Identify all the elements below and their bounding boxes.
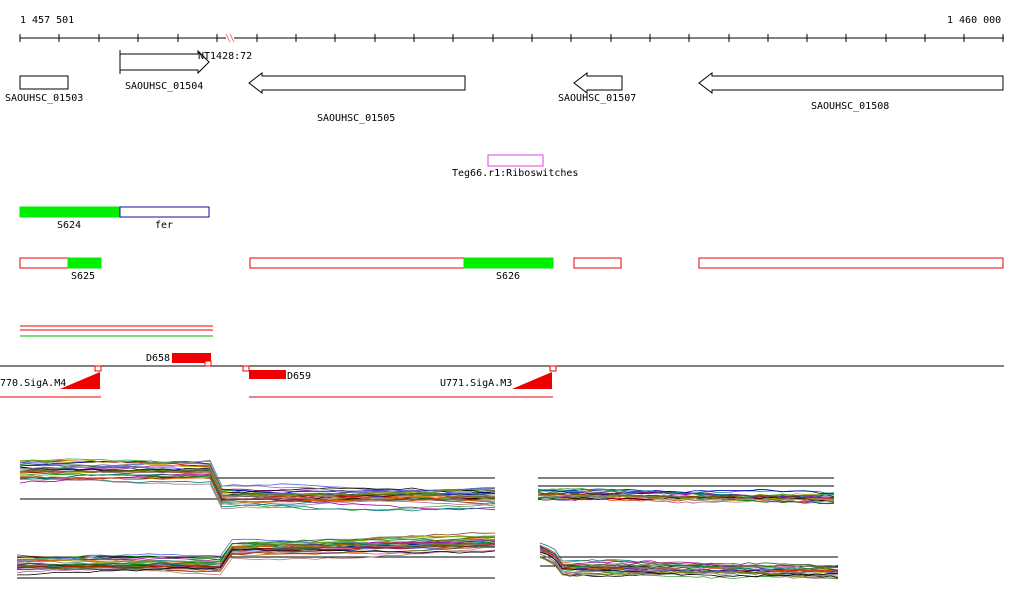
gene-arrow-01504[interactable] xyxy=(119,49,210,75)
segment-label-fer: fer xyxy=(155,220,173,231)
ruler-break-marker xyxy=(225,33,235,43)
expression-trace xyxy=(17,535,496,566)
expression-trace xyxy=(19,458,496,496)
promoter-u771-triangle[interactable] xyxy=(512,372,552,389)
gene-label-01508: SAOUHSC_01508 xyxy=(811,101,889,112)
promoter-u770-triangle[interactable] xyxy=(60,372,100,389)
ruler-start-label: 1 457 501 xyxy=(20,15,74,26)
ruler-end-label: 1 460 000 xyxy=(947,15,1001,26)
expression-plot-top-left xyxy=(19,458,496,512)
segment-track-2: S625 S626 xyxy=(19,257,1004,282)
feature-label-d658: D658 xyxy=(146,353,170,364)
segment-box-c[interactable] xyxy=(573,257,622,269)
gene-arrow-01505[interactable] xyxy=(248,71,466,95)
segment-box-b[interactable] xyxy=(249,257,465,269)
gene-track: SAOUHSC_01503 NT1428:72 SAOUHSC_01504 SA… xyxy=(5,49,1004,124)
expression-trace xyxy=(16,544,496,569)
promoter-label-u771: U771.SigA.M3 xyxy=(440,378,512,389)
expression-trace xyxy=(19,475,496,505)
segment-s626[interactable] xyxy=(463,257,554,269)
gene-label-01505: SAOUHSC_01505 xyxy=(317,113,395,124)
thin-line-track xyxy=(20,325,213,337)
feature-track: D658 D659 U770.SigA.M4 U771.SigA.M3 xyxy=(0,353,1004,398)
segment-label-s626: S626 xyxy=(496,271,520,282)
segment-s625[interactable] xyxy=(67,257,102,269)
segment-label-s625: S625 xyxy=(71,271,95,282)
ruler-ticks xyxy=(19,34,1004,42)
expression-trace xyxy=(539,548,839,571)
riboswitch-box[interactable] xyxy=(487,154,544,167)
expression-trace xyxy=(19,469,496,498)
feature-d658[interactable] xyxy=(172,353,211,363)
expression-trace xyxy=(537,491,835,498)
expression-trace xyxy=(537,493,835,499)
expression-trace xyxy=(539,544,839,571)
riboswitch-label: Teg66.r1:Riboswitches xyxy=(452,168,578,179)
expression-trace xyxy=(539,544,839,569)
expression-trace xyxy=(539,546,839,570)
gene-arrow-01508[interactable] xyxy=(698,71,1004,95)
expression-profiles xyxy=(16,458,839,580)
expression-plot-bottom-right xyxy=(539,542,839,580)
expression-trace xyxy=(16,538,496,566)
expression-trace xyxy=(19,470,495,499)
gene-label-01503: SAOUHSC_01503 xyxy=(5,93,83,104)
feature-label-d659: D659 xyxy=(287,371,311,382)
expression-trace xyxy=(19,473,496,512)
promoter-u771-marker xyxy=(549,365,557,372)
segment-label-s624: S624 xyxy=(57,220,81,231)
gene-box-01503[interactable] xyxy=(19,75,69,90)
expression-trace xyxy=(19,473,496,507)
segment-fer[interactable] xyxy=(119,206,210,218)
expression-trace xyxy=(16,544,496,569)
expression-trace xyxy=(16,535,496,566)
gene-label-01504: SAOUHSC_01504 xyxy=(125,81,203,92)
expression-plot-bottom-left xyxy=(16,532,496,579)
expression-trace xyxy=(17,548,496,576)
expression-trace xyxy=(19,466,496,494)
segment-box-d[interactable] xyxy=(698,257,1004,269)
expression-trace xyxy=(537,488,835,495)
expression-trace xyxy=(539,542,839,571)
segment-box-a[interactable] xyxy=(19,257,69,269)
gene-label-01507: SAOUHSC_01507 xyxy=(558,93,636,104)
feature-d659[interactable] xyxy=(249,370,286,379)
segment-s624[interactable] xyxy=(19,206,121,218)
expression-trace xyxy=(539,550,838,575)
riboswitch-track: Teg66.r1:Riboswitches xyxy=(452,154,578,179)
expression-trace xyxy=(539,553,838,576)
feature-d659-marker xyxy=(242,365,250,372)
segment-track-1: S624 fer xyxy=(19,206,210,231)
feature-d658-marker xyxy=(204,360,212,367)
promoter-label-u770: U770.SigA.M4 xyxy=(0,378,66,389)
expression-trace xyxy=(539,551,839,578)
expression-trace xyxy=(16,537,496,565)
coordinate-ruler: 1 457 501 1 460 000 xyxy=(19,15,1004,43)
expression-plot-top-right xyxy=(537,477,835,505)
orf-label: NT1428:72 xyxy=(198,51,252,62)
gene-arrow-01507[interactable] xyxy=(573,71,623,95)
promoter-u770-marker xyxy=(94,365,102,372)
expression-trace xyxy=(537,495,835,503)
expression-trace xyxy=(537,488,834,498)
